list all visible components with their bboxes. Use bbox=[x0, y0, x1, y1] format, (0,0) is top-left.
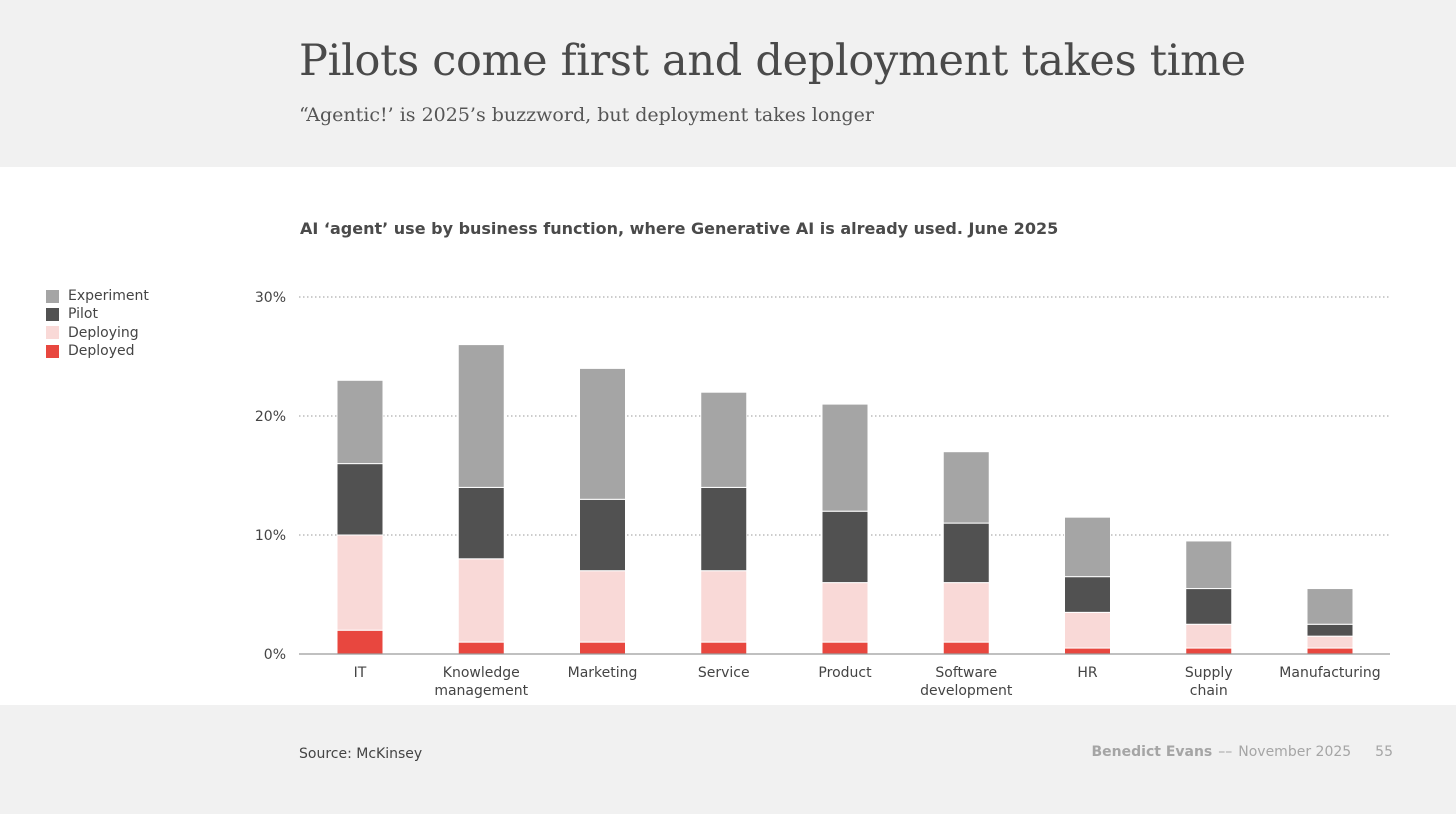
bar-segment-pilot bbox=[942, 522, 990, 584]
bar-segment-deployed bbox=[1306, 647, 1354, 655]
bar-segment-deploying bbox=[1185, 623, 1233, 649]
legend-label-deploying: Deploying bbox=[68, 324, 139, 341]
author-name: Benedict Evans bbox=[1091, 744, 1213, 760]
bar-segment-deployed bbox=[579, 641, 626, 655]
x-tick-label: Supply chain bbox=[1185, 665, 1233, 699]
bar-segment-experiment bbox=[1064, 516, 1111, 578]
page-subtitle: “Agentic!’ is 2025’s buzzword, but deplo… bbox=[299, 104, 875, 126]
bar-segment-pilot bbox=[821, 510, 869, 584]
bar-segment-experiment bbox=[579, 367, 626, 500]
stacked-bar-chart: 0% 10% 20% 30% IT Knowledge management Marketin… bbox=[255, 290, 1390, 699]
bar-segment-deployed bbox=[336, 629, 384, 655]
y-tick-label: 20% bbox=[255, 409, 286, 425]
bar-segment-pilot bbox=[1185, 588, 1233, 625]
x-tick-label: Knowledge management bbox=[434, 665, 528, 699]
bar-segment-deployed bbox=[942, 641, 990, 655]
bar-segment-deploying bbox=[942, 582, 990, 643]
bar-segment-pilot bbox=[700, 486, 748, 572]
bar-segment-deployed bbox=[821, 641, 869, 655]
x-tick-label: Software development bbox=[920, 665, 1013, 699]
bar-segment-deploying bbox=[457, 558, 505, 643]
bar-segment-deploying bbox=[336, 534, 384, 631]
page-number: 55 bbox=[1375, 744, 1393, 760]
bar-segment-experiment bbox=[942, 451, 990, 524]
chart-legend: Experiment Pilot Deploying Deployed bbox=[46, 287, 149, 360]
bar-segment-experiment bbox=[821, 403, 869, 512]
legend-swatch-deploying bbox=[46, 326, 59, 340]
bar-segment-deployed bbox=[700, 641, 748, 655]
bar-segment-pilot bbox=[579, 498, 626, 572]
bar-segment-deployed bbox=[457, 641, 505, 655]
credit-line: Benedict Evans –– November 2025 55 bbox=[1092, 744, 1394, 760]
x-tick-label: HR bbox=[1077, 665, 1098, 681]
x-tick-label: IT bbox=[354, 665, 367, 681]
bar-segment-deploying bbox=[1306, 635, 1354, 649]
bar-segment-pilot bbox=[336, 463, 384, 536]
legend-item-experiment: Experiment bbox=[46, 287, 149, 305]
bar-segment-pilot bbox=[1064, 576, 1111, 613]
legend-item-deploying: Deploying bbox=[46, 324, 149, 342]
legend-label-pilot: Pilot bbox=[68, 306, 98, 323]
x-tick-label: Marketing bbox=[568, 665, 638, 681]
header-band: Pilots come first and deployment takes t… bbox=[0, 0, 1456, 167]
chart-title: AI ‘agent’ use by business function, whe… bbox=[300, 219, 1059, 238]
y-tick-label: 30% bbox=[255, 290, 286, 306]
credit-separator: –– bbox=[1218, 744, 1233, 760]
bar-segment-deploying bbox=[821, 582, 869, 643]
bar-segment-experiment bbox=[457, 344, 505, 488]
page-title: Pilots come first and deployment takes t… bbox=[299, 36, 1246, 86]
legend-swatch-experiment bbox=[46, 289, 59, 303]
bar-segment-experiment bbox=[1185, 540, 1233, 590]
bar-segment-experiment bbox=[336, 379, 384, 465]
credit-date: November 2025 bbox=[1238, 744, 1352, 760]
x-tick-label: Service bbox=[698, 665, 750, 681]
footer-band: Source: McKinsey Benedict Evans –– Novembe… bbox=[0, 705, 1456, 814]
legend-label-experiment: Experiment bbox=[68, 288, 149, 305]
x-tick-label: Product bbox=[818, 665, 872, 681]
legend-swatch-pilot bbox=[46, 307, 59, 321]
bar-segment-deploying bbox=[700, 570, 748, 643]
y-tick-label: 0% bbox=[264, 647, 286, 663]
y-tick-label: 10% bbox=[255, 528, 286, 544]
bar-segment-experiment bbox=[700, 391, 748, 488]
bar-segment-deploying bbox=[579, 570, 626, 643]
bar-segment-pilot bbox=[457, 486, 505, 560]
bar-segment-experiment bbox=[1306, 588, 1354, 625]
bar-segment-deploying bbox=[1064, 611, 1111, 649]
bar-segment-deployed bbox=[1185, 647, 1233, 655]
legend-item-deployed: Deployed bbox=[46, 342, 149, 360]
legend-swatch-deployed bbox=[46, 344, 59, 358]
bar-segment-pilot bbox=[1306, 623, 1354, 637]
source-note: Source: McKinsey bbox=[299, 746, 423, 762]
legend-label-deployed: Deployed bbox=[68, 343, 135, 360]
legend-item-pilot: Pilot bbox=[46, 305, 149, 323]
x-tick-label: Manufacturing bbox=[1279, 665, 1380, 681]
bar-segment-deployed bbox=[1064, 647, 1111, 655]
